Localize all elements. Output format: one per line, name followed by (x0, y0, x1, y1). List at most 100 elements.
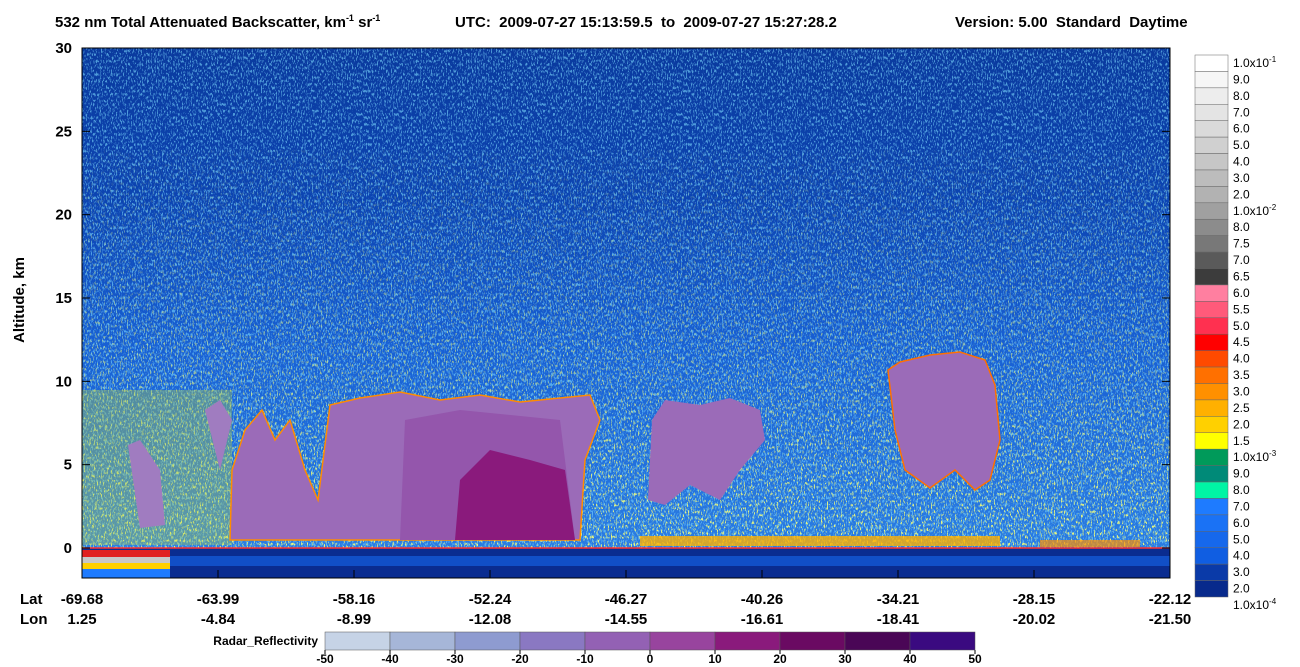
colorbar-label: 4.5 (1233, 335, 1250, 349)
chart-title: 532 nm Total Attenuated Backscatter, km-… (55, 13, 380, 31)
lon-label: -12.08 (469, 611, 512, 628)
colorbar-band (1194, 366, 1229, 384)
colorbar-label: 4.0 (1233, 352, 1250, 366)
colorbar-label: 2.0 (1233, 582, 1250, 596)
colorbar-label: 1.0x10-1 (1233, 55, 1277, 70)
colorbar-band (1194, 333, 1229, 351)
colorbar-label: 8.0 (1233, 220, 1250, 234)
lon-label: -21.50 (1149, 611, 1192, 628)
colorbar-label: 8.0 (1233, 483, 1250, 497)
colorbar-band (1194, 186, 1229, 204)
lon-label: -14.55 (605, 611, 648, 628)
radar-band (519, 631, 586, 651)
colorbar-band (1194, 350, 1229, 368)
lon-label: -20.02 (1013, 611, 1056, 628)
colorbar-band (1194, 169, 1229, 187)
radar-tick-label: 0 (647, 652, 654, 666)
colorbar-band (1194, 268, 1229, 286)
lat-label: -69.68 (61, 591, 104, 608)
colorbar-band (1194, 153, 1229, 171)
radar-band (389, 631, 456, 651)
colorbar-band (1194, 202, 1229, 220)
radar-tick-label: 50 (968, 652, 982, 666)
colorbar-band (1194, 399, 1229, 417)
colorbar-band (1194, 120, 1229, 138)
colorbar-label-sup: -2 (1269, 203, 1277, 212)
colorbar-band (1194, 432, 1229, 450)
colorbar-label: 2.0 (1233, 417, 1250, 431)
colorbar-band (1194, 136, 1229, 154)
colorbar-band (1194, 71, 1229, 89)
colorbar-label: 6.0 (1233, 122, 1250, 136)
radar-band (909, 631, 976, 651)
radar-tick-label: -10 (576, 652, 594, 666)
y-tick-label: 20 (55, 207, 72, 224)
lon-label: -16.61 (741, 611, 784, 628)
colorbar-band (1194, 383, 1229, 401)
y-tick-label: 30 (55, 40, 72, 57)
colorbar-label: 6.0 (1233, 516, 1250, 530)
radar-tick-label: -50 (316, 652, 334, 666)
radar-tick-label: -40 (381, 652, 399, 666)
time-range: UTC: 2009-07-27 15:13:59.5 to 2009-07-27… (455, 14, 837, 31)
y-axis-label: Altitude, km (11, 257, 28, 343)
radar-band (779, 631, 846, 651)
colorbar-label-base: 1.0x10 (1233, 204, 1269, 218)
radar-tick-label: -20 (511, 652, 529, 666)
lon-label: -18.41 (877, 611, 920, 628)
colorbar-label: 1.0x10-2 (1233, 203, 1277, 218)
y-tick-label: 25 (55, 123, 72, 140)
lat-label: -40.26 (741, 591, 784, 608)
colorbar-label: 7.5 (1233, 237, 1250, 251)
colorbar-label: 3.0 (1233, 384, 1250, 398)
colorbar-label: 2.0 (1233, 187, 1250, 201)
colorbar-label: 4.0 (1233, 549, 1250, 563)
colorbar-label: 9.0 (1233, 467, 1250, 481)
colorbar-label: 7.0 (1233, 499, 1250, 513)
colorbar-band (1194, 104, 1229, 121)
lon-label: -4.84 (201, 611, 236, 628)
lat-label: -58.16 (333, 591, 376, 608)
colorbar-label: 5.0 (1233, 532, 1250, 546)
colorbar-label: 6.0 (1233, 286, 1250, 300)
lon-label: -8.99 (337, 611, 371, 628)
colorbar-band (1194, 547, 1229, 565)
radar-tick-label: 20 (773, 652, 787, 666)
colorbar-label: 8.0 (1233, 89, 1250, 103)
colorbar-label: 5.0 (1233, 138, 1250, 152)
colorbar-label: 3.5 (1233, 368, 1250, 382)
colorbar-label: 2.5 (1233, 401, 1250, 415)
colorbar-band (1194, 54, 1229, 72)
colorbar-band (1194, 465, 1229, 483)
colorbar-band (1194, 580, 1229, 598)
colorbar-label: 7.0 (1233, 105, 1250, 119)
colorbar-label-base: 1.0x10 (1233, 450, 1269, 464)
colorbar-label: 9.0 (1233, 72, 1250, 86)
colorbar-label-sup: -1 (1269, 55, 1277, 64)
lat-label: -34.21 (877, 591, 920, 608)
colorbar-band (1194, 514, 1229, 532)
colorbar-label: 3.0 (1233, 565, 1250, 579)
colorbar-band (1194, 301, 1229, 319)
lat-label: -46.27 (605, 591, 648, 608)
lat-label: -22.12 (1149, 591, 1192, 608)
version: Version: 5.00 Standard Daytime (955, 14, 1188, 31)
colorbar-label: 1.0x10-4 (1233, 597, 1277, 612)
radar-band (454, 631, 521, 651)
y-tick-label: 0 (64, 540, 72, 557)
colorbar-label-base: 1.0x10 (1233, 598, 1269, 612)
radar-tick-label: 10 (708, 652, 722, 666)
colorbar-band (1194, 531, 1229, 548)
lat-row-label: Lat (20, 591, 43, 608)
radar-label: Radar_Reflectivity (213, 634, 318, 648)
colorbar-band (1194, 218, 1229, 236)
colorbar-label: 4.0 (1233, 155, 1250, 169)
colorbar-label: 6.5 (1233, 270, 1250, 284)
lon-row-label: Lon (20, 611, 48, 628)
colorbar-label: 1.0x10-3 (1233, 449, 1277, 464)
colorbar-band (1194, 317, 1229, 335)
colorbar-label: 5.0 (1233, 319, 1250, 333)
y-tick-label: 5 (64, 457, 72, 474)
radar-tick-label: -30 (446, 652, 464, 666)
